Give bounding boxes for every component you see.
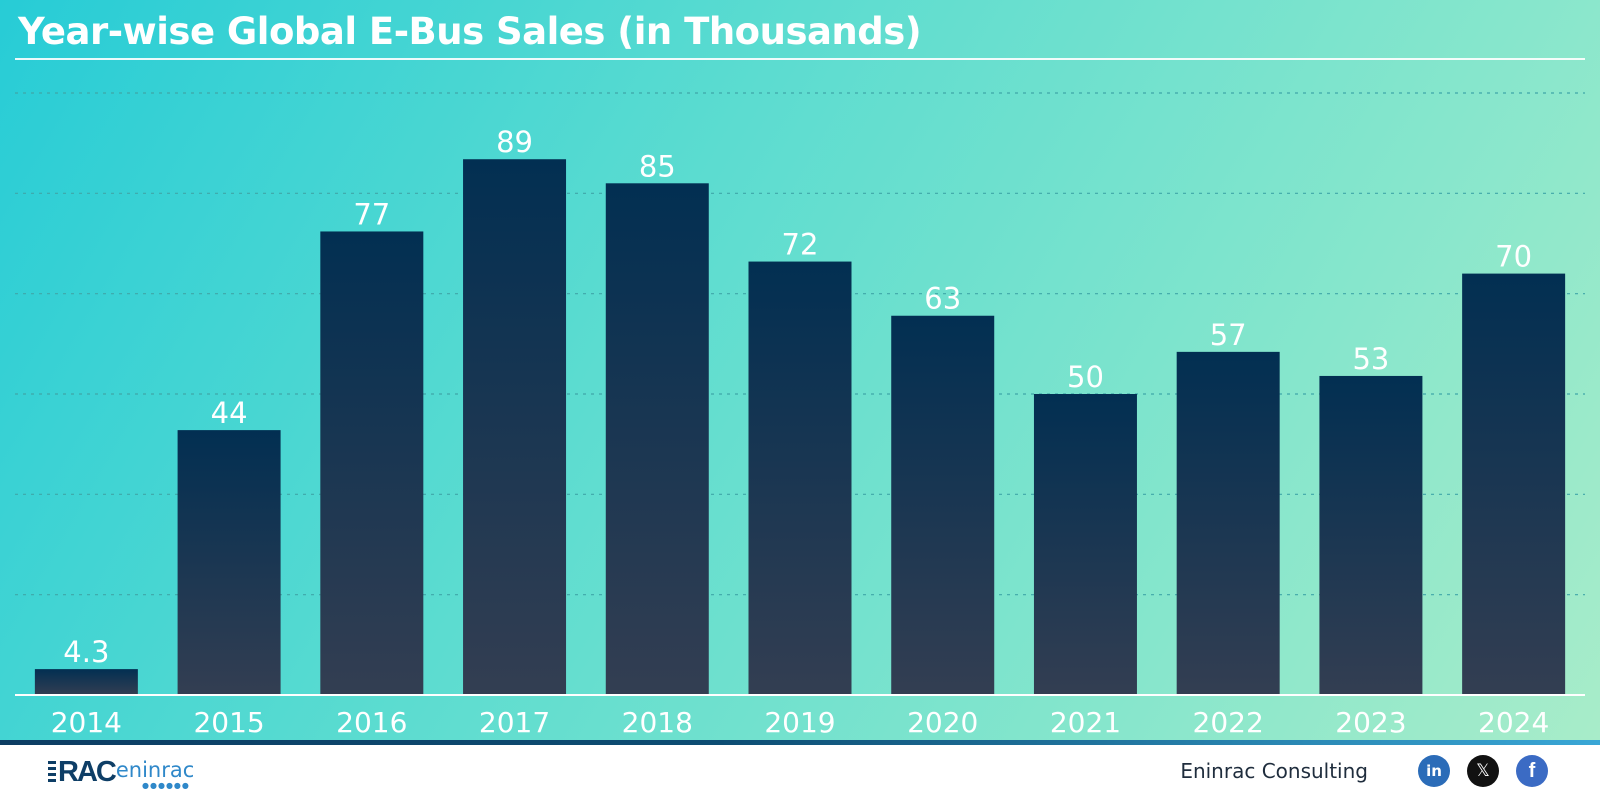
data-label-2023: 53 [1352, 342, 1389, 376]
eninrac-logo[interactable]: RAC eninrac ●●●●●● [48, 756, 195, 790]
data-label-2014: 4.3 [63, 635, 109, 669]
x-tick-2014: 2014 [51, 706, 122, 739]
x-tick-2021: 2021 [1050, 706, 1121, 739]
data-label-2019: 72 [782, 228, 819, 262]
bar-2022 [1176, 351, 1280, 695]
logo-mark: RAC [58, 756, 117, 788]
bar-chart: 4.3 44 77 89 85 72 63 50 57 53 70 2014 2015 2016 2017… [15, 92, 1585, 739]
bar-2016 [320, 231, 424, 695]
x-tick-2023: 2023 [1335, 706, 1406, 739]
data-labels: 4.3 44 77 89 85 72 63 50 57 53 70 [63, 125, 1532, 669]
data-label-2022: 57 [1210, 318, 1247, 352]
bar-2014 [34, 669, 138, 695]
linkedin-icon[interactable]: in [1418, 755, 1450, 787]
bar-2021 [1033, 394, 1137, 695]
footer: RAC eninrac ●●●●●● Eninrac Consulting in… [0, 745, 1600, 800]
x-tick-2015: 2015 [193, 706, 264, 739]
bar-2015 [177, 430, 281, 695]
x-icon[interactable]: 𝕏 [1467, 755, 1499, 787]
x-tick-2018: 2018 [622, 706, 693, 739]
data-label-2021: 50 [1067, 360, 1104, 394]
facebook-icon[interactable]: f [1516, 755, 1548, 787]
x-tick-2024: 2024 [1478, 706, 1549, 739]
data-label-2017: 89 [496, 125, 533, 159]
bar-2023 [1319, 375, 1423, 695]
x-tick-labels: 2014 2015 2016 2017 2018 2019 2020 2021 2022 2023… [51, 706, 1550, 739]
data-label-2015: 44 [211, 396, 248, 430]
data-label-2024: 70 [1495, 240, 1532, 274]
bars [34, 159, 1566, 696]
logo-bars-icon [48, 761, 56, 782]
title-divider [15, 58, 1585, 60]
bar-2020 [891, 315, 995, 695]
data-label-2018: 85 [639, 149, 676, 183]
bar-2018 [605, 183, 709, 696]
bar-2017 [463, 159, 567, 696]
chart-title: Year-wise Global E-Bus Sales (in Thousan… [18, 10, 922, 53]
data-label-2020: 63 [924, 282, 961, 316]
brand-name: Eninrac Consulting [1180, 759, 1368, 783]
x-tick-2022: 2022 [1193, 706, 1264, 739]
logo-dots-icon: ●●●●●● [142, 781, 190, 790]
data-label-2016: 77 [353, 197, 390, 231]
x-tick-2017: 2017 [479, 706, 550, 739]
logo-text: eninrac [115, 758, 195, 782]
footer-stripe [0, 740, 1600, 745]
chart-area: Year-wise Global E-Bus Sales (in Thousan… [0, 0, 1600, 740]
x-tick-2016: 2016 [336, 706, 407, 739]
bar-2024 [1462, 273, 1566, 695]
x-tick-2020: 2020 [907, 706, 978, 739]
x-tick-2019: 2019 [764, 706, 835, 739]
bar-2019 [748, 261, 852, 695]
